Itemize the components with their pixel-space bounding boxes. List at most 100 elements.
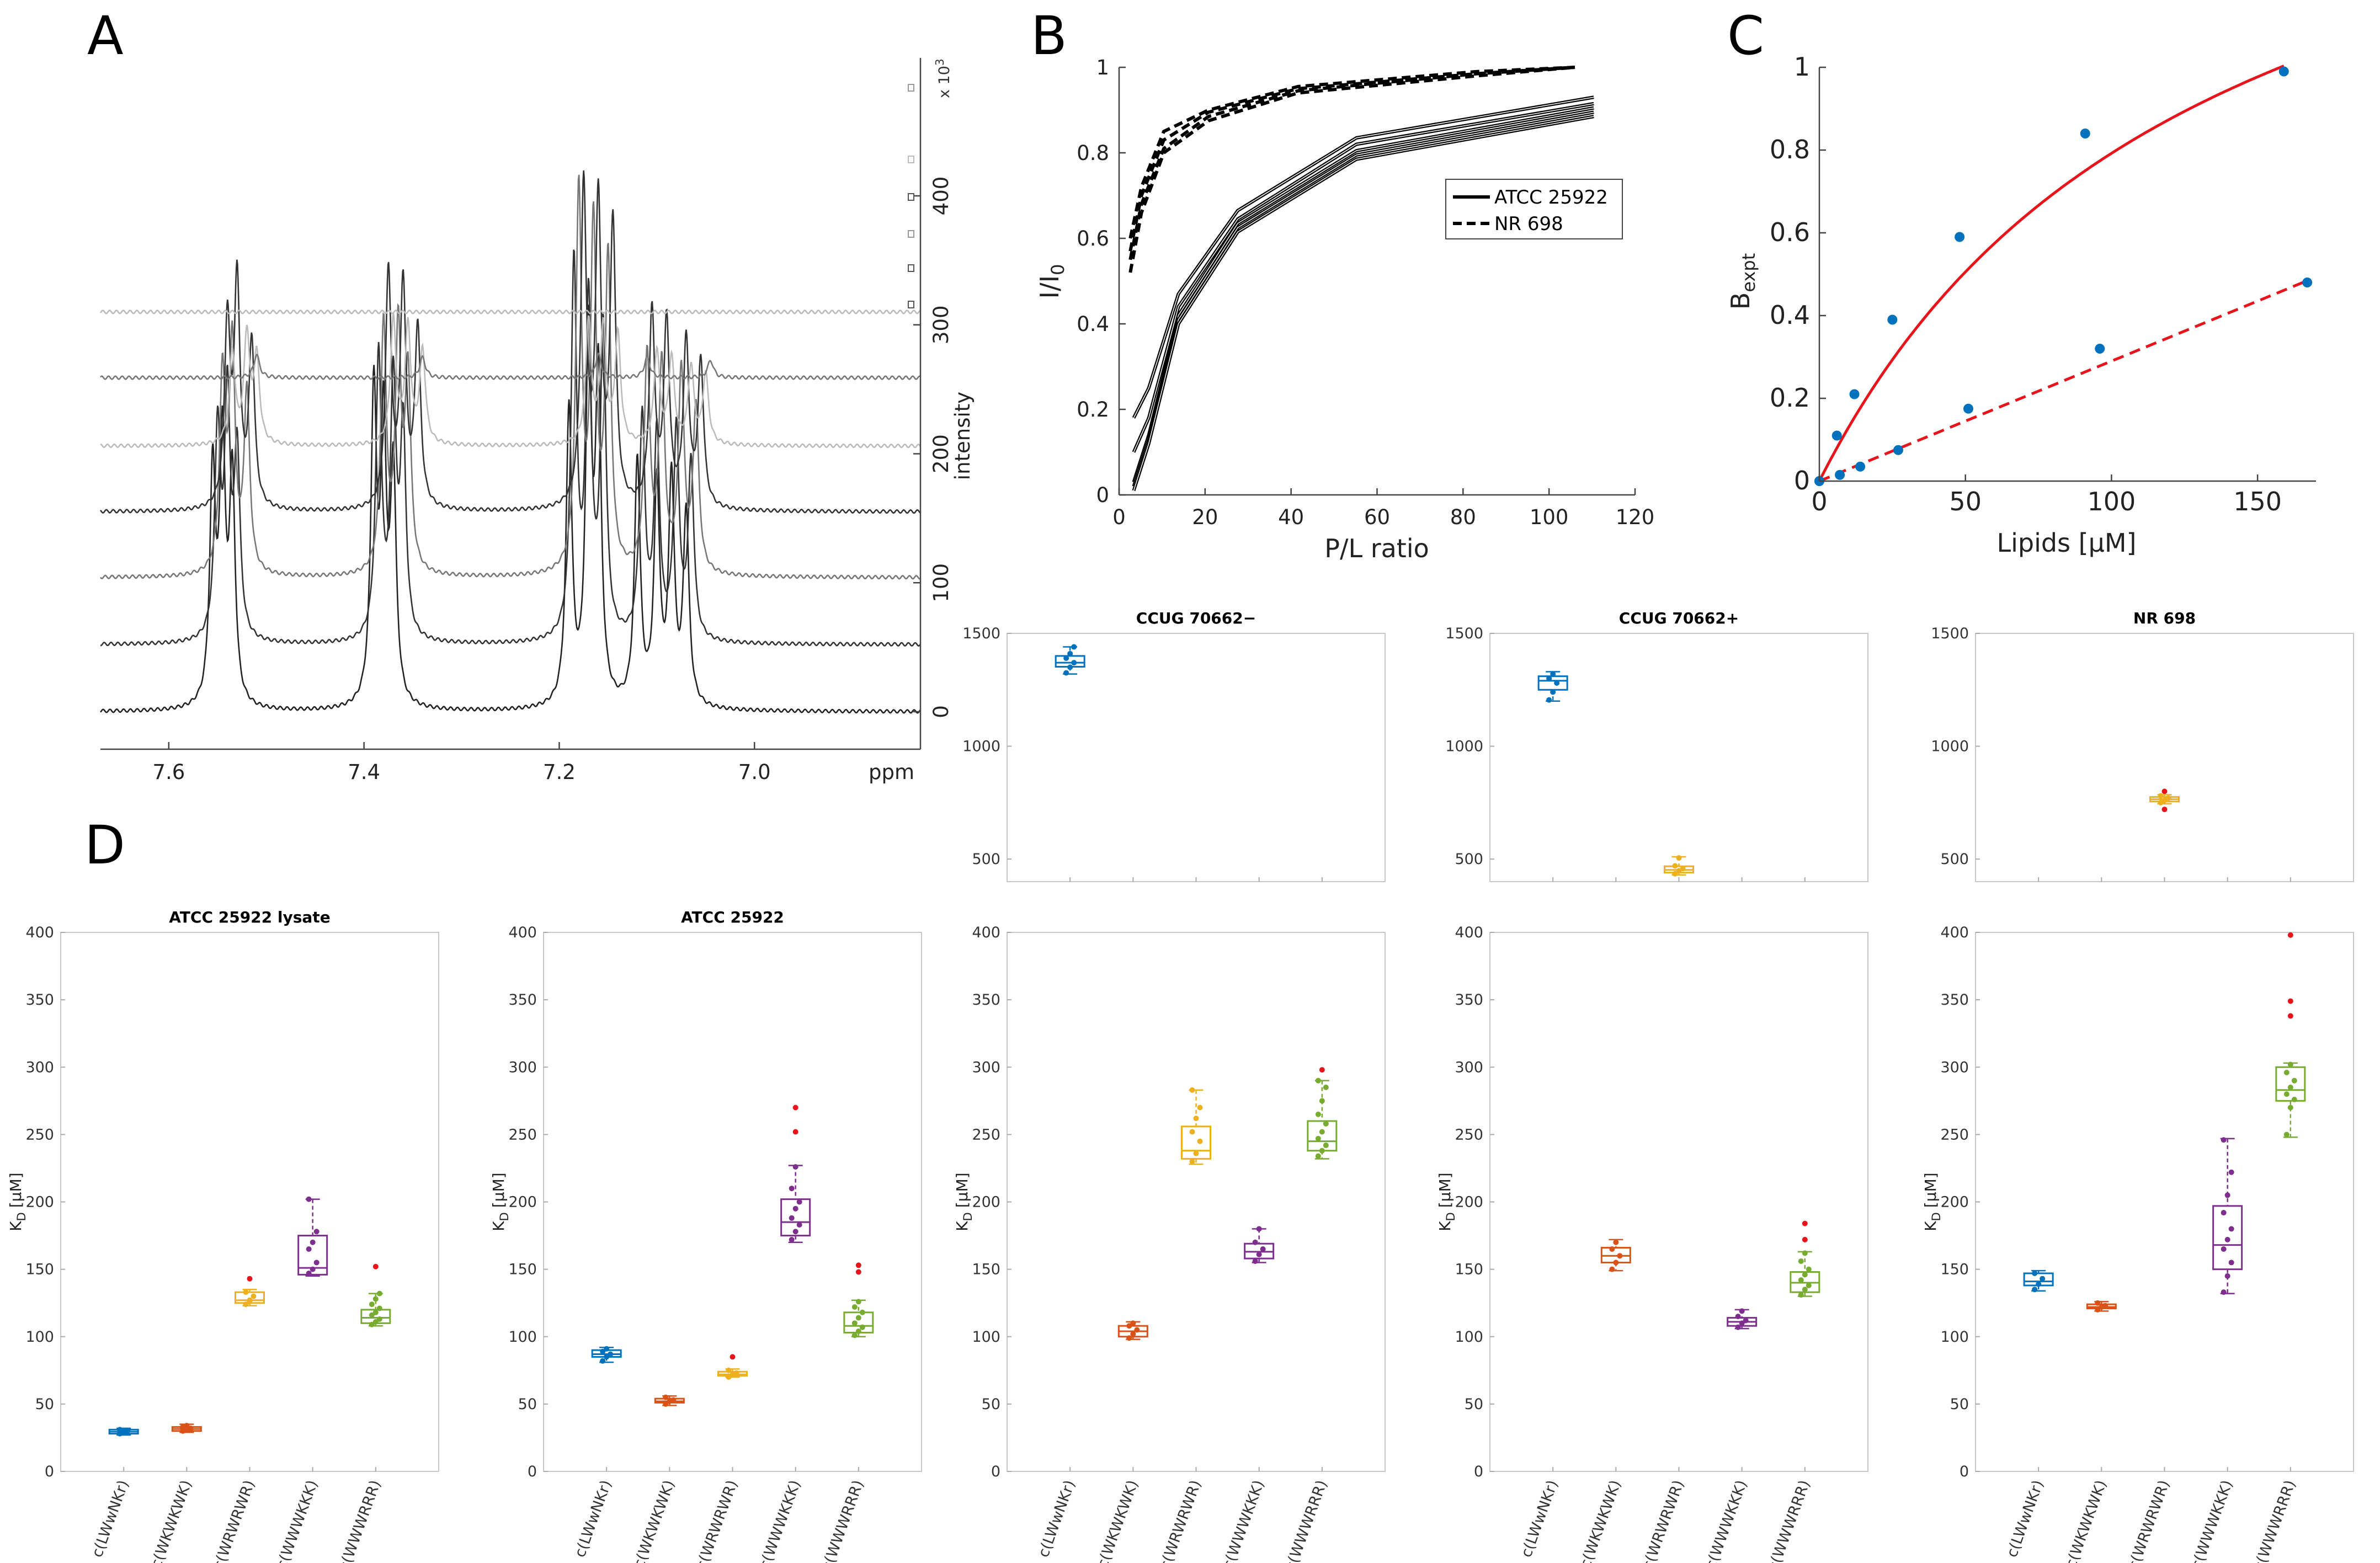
boxplot-frame <box>1007 633 1386 882</box>
boxplot-point <box>604 1346 610 1352</box>
boxplot-point <box>1550 689 1556 695</box>
boxplot-category-label: c(WWWRRR) <box>1765 1478 1813 1563</box>
a-y-exponent-sup: 3 <box>933 58 946 66</box>
boxplot-point <box>600 1358 606 1364</box>
a-x-tick-label: 7.6 <box>152 760 185 784</box>
b-line-atcc-highlight <box>1133 111 1594 487</box>
boxplot-point <box>1676 855 1682 861</box>
boxplot-point <box>789 1215 795 1221</box>
boxplot-point <box>2158 793 2164 799</box>
boxplot-point <box>1256 1251 1262 1257</box>
spectrum-trace <box>100 170 921 514</box>
b-y-tick-label: 1 <box>1096 56 1109 79</box>
boxplot-point <box>1739 1308 1745 1314</box>
boxplot-title: CCUG 70662+ <box>1619 609 1739 627</box>
boxplot-title: NR 698 <box>2133 609 2196 627</box>
boxplot-point <box>1323 1121 1329 1127</box>
c-data-point <box>2302 278 2313 287</box>
a-y-label: intensity <box>951 392 975 480</box>
boxplot-y-tick-label: 1500 <box>1445 625 1483 642</box>
boxplot-point <box>1063 655 1069 661</box>
c-fit-curve-solid <box>1818 65 2285 482</box>
boxplot-point <box>1323 1084 1329 1090</box>
boxplot-point <box>310 1239 316 1245</box>
a-y-ticks: 0 100 200 300 400 <box>913 177 953 718</box>
boxplot-y-label-unit: [μM] <box>953 1172 971 1208</box>
boxplot-y-tick-label: 400 <box>1455 924 1483 941</box>
boxplot-point <box>2228 1169 2234 1175</box>
boxplot-point <box>2221 1289 2227 1295</box>
boxplot-point <box>1256 1226 1262 1232</box>
c-points <box>1814 66 2313 486</box>
boxplot-title: ATCC 25922 lysate <box>169 908 330 926</box>
boxplot-point <box>733 1370 739 1376</box>
boxplot-point <box>1252 1258 1258 1264</box>
boxplot-title: CCUG 70662− <box>1136 609 1256 627</box>
boxplot-point <box>2221 1137 2227 1143</box>
boxplot-y-label-main: K <box>1436 1221 1454 1231</box>
boxplot-point <box>180 1425 186 1431</box>
boxplot-point <box>243 1289 249 1295</box>
boxplot-point <box>1189 1129 1195 1135</box>
b-ticks: 0 20 40 60 80 100 120 0 0.2 0.4 0.6 0.8 1 <box>1077 56 1654 529</box>
boxplot-y-tick-label: 300 <box>972 1059 1000 1076</box>
boxplot-box <box>1307 1120 1338 1152</box>
boxplot-y-label-main: K <box>489 1221 508 1231</box>
spectrum-trace <box>100 303 921 714</box>
b-y-label: I/I0 <box>1035 264 1068 299</box>
boxplot-y-label: KD [μM] <box>7 1172 28 1231</box>
boxplot-category-label: c(WWWRRR) <box>2250 1478 2299 1563</box>
b-x-tick-label: 100 <box>1530 505 1569 529</box>
boxplot-outlier <box>1802 1236 1808 1242</box>
boxplot-point <box>1197 1105 1203 1111</box>
a-y-tick-label: 400 <box>929 177 953 216</box>
boxplot-category-label: c(LWwNKr) <box>572 1478 615 1560</box>
boxplot-y-label-unit: [μM] <box>489 1172 508 1208</box>
boxplot-point <box>855 1328 861 1334</box>
boxplot-point <box>608 1351 614 1357</box>
boxplot-point <box>1802 1250 1808 1256</box>
b-legend-box <box>1445 179 1623 239</box>
c-x-label: Lipids [μM] <box>1996 528 2136 558</box>
boxplot-y-tick-label: 300 <box>1940 1059 1969 1076</box>
boxplot-point <box>117 1430 123 1436</box>
boxplot-y-tick-label: 250 <box>1455 1126 1483 1143</box>
boxplot-point <box>604 1354 610 1360</box>
b-y-tick-label: 0.2 <box>1077 398 1109 422</box>
boxplot-point <box>851 1320 858 1326</box>
boxplot-y-tick-label: 50 <box>1465 1396 1483 1413</box>
boxplot-y-tick-label: 200 <box>508 1194 537 1211</box>
boxplot-y-tick-label: 150 <box>1940 1261 1969 1278</box>
boxplot-point <box>376 1290 382 1297</box>
boxplot-point <box>251 1293 257 1299</box>
boxplot-outlier <box>792 1129 798 1135</box>
b-y-tick-label: 0 <box>1096 483 1109 507</box>
boxplot-point <box>1067 650 1073 657</box>
boxplot-point <box>369 1321 375 1327</box>
boxplot-category-label: c(WKWKWK) <box>148 1478 195 1563</box>
spectrum-trace <box>100 313 922 449</box>
boxplot-y-label: KD [μM] <box>489 1172 511 1231</box>
boxplot-point <box>1546 675 1552 681</box>
boxplot-y-tick-label: 350 <box>508 991 537 1009</box>
boxplot-point <box>313 1260 320 1266</box>
boxplot-point <box>2224 1192 2230 1198</box>
boxplot-frame <box>1975 633 2354 882</box>
boxplot-point <box>2291 1077 2297 1084</box>
boxplot-y-label-sub: D <box>498 1212 511 1221</box>
boxplot-point <box>1130 1320 1136 1326</box>
panel-c-chart: 0 50 100 150 0 0.2 0.4 0.6 0.8 1 Lipids [μM] Bexp… <box>1726 52 2316 558</box>
b-x-tick-label: 60 <box>1364 505 1390 529</box>
boxplot-point <box>2165 795 2171 801</box>
c-y-tick-label: 0.2 <box>1770 383 1810 413</box>
c-fit-curves <box>1818 65 2308 483</box>
boxplot-point <box>1323 1142 1329 1148</box>
boxplot-y-tick-label: 50 <box>518 1396 537 1413</box>
boxplot-category-label: c(WKWKWK) <box>2063 1478 2110 1563</box>
boxplot-outlier <box>2287 1013 2293 1019</box>
boxplot-box <box>1181 1125 1211 1160</box>
boxplot-box <box>780 1198 811 1237</box>
boxplot-point <box>1680 866 1686 872</box>
